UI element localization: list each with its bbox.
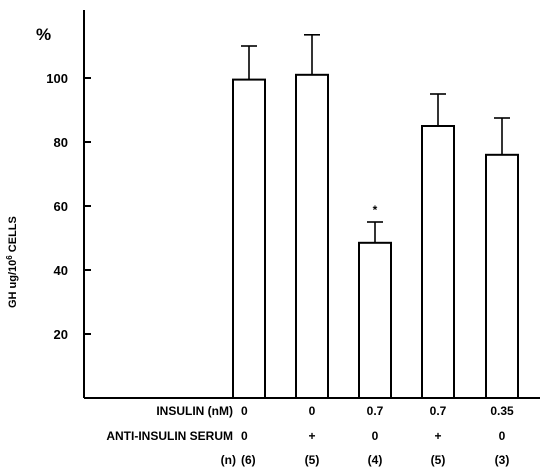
- row-value: 0.7: [367, 404, 384, 418]
- condition-table: INSULIN (nM) 0 0 0.7 0.7 0.35 ANTI-INSULIN SER…: [106, 404, 514, 467]
- bar: [295, 73, 329, 400]
- bar: [232, 78, 266, 399]
- percent-unit-label: %: [36, 25, 51, 44]
- y-tick-label: 20: [54, 327, 68, 342]
- row-value: 0: [499, 429, 506, 443]
- row-value: (5): [431, 453, 446, 467]
- bars: *: [232, 33, 519, 400]
- y-tick-label: 100: [46, 71, 68, 86]
- row-value: 0: [309, 404, 316, 418]
- row-value: (5): [305, 453, 320, 467]
- bar: [358, 241, 392, 399]
- row-value: 0.7: [430, 404, 447, 418]
- row-label: ANTI-INSULIN SERUM: [106, 429, 233, 443]
- y-tick-label: 80: [54, 135, 68, 150]
- bar: [485, 153, 519, 399]
- row-value: +: [308, 429, 315, 443]
- row-value: +: [434, 429, 441, 443]
- row-value: 0: [372, 429, 379, 443]
- row-value: (6): [241, 453, 256, 467]
- row-value: 0: [241, 429, 248, 443]
- significance-marker: *: [373, 203, 378, 217]
- row-label: (n): [221, 453, 236, 467]
- y-tick-label: 40: [54, 263, 68, 278]
- bar: [421, 125, 455, 399]
- y-axis-title-superscript: 6: [5, 255, 14, 260]
- y-axis-title: GH ug/106 CELLS: [5, 216, 19, 308]
- y-ticks: 20 40 60 80 100: [46, 71, 91, 342]
- row-label: INSULIN (nM): [156, 404, 233, 418]
- row-value: (3): [495, 453, 510, 467]
- row-value: 0: [241, 404, 248, 418]
- row-value: (4): [368, 453, 383, 467]
- y-tick-label: 60: [54, 199, 68, 214]
- row-value: 0.35: [490, 404, 514, 418]
